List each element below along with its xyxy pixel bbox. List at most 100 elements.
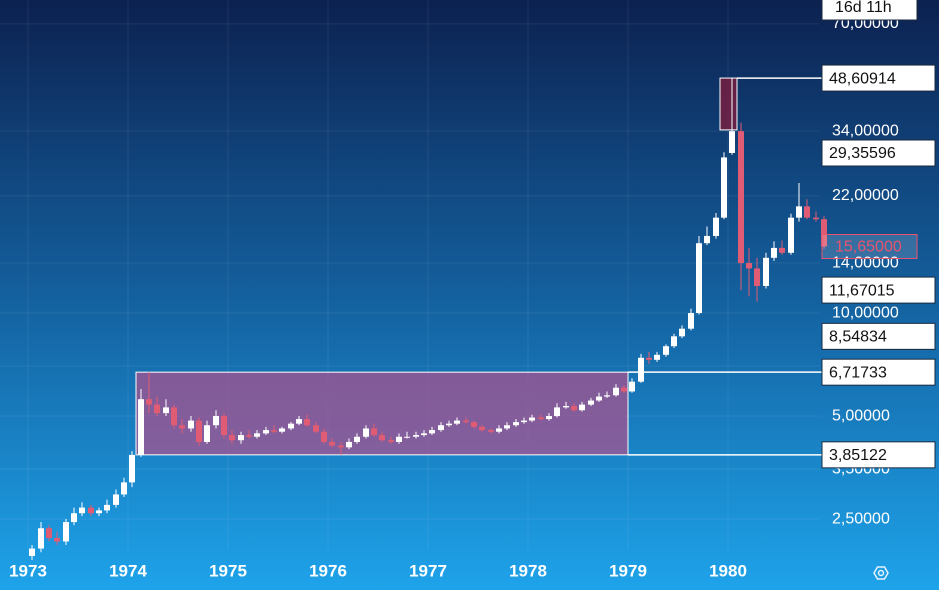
price-label-box: [821, 322, 936, 350]
candle-body: [96, 510, 102, 514]
candle-body: [696, 243, 702, 314]
candle-body: [579, 404, 585, 411]
y-tick-label: 5,00000: [832, 407, 890, 424]
candle-body: [163, 407, 169, 414]
candle-body: [629, 381, 635, 392]
candle-body: [529, 417, 535, 421]
price-label-box: [821, 139, 936, 167]
candle-body: [304, 419, 310, 426]
candle-body: [746, 263, 752, 269]
candle-body: [779, 247, 785, 253]
candle-body: [563, 405, 569, 408]
countdown-box: [821, 0, 918, 21]
candle-body: [271, 430, 277, 432]
candle-body: [254, 433, 260, 437]
price-label-box: [821, 276, 936, 304]
candle-body: [413, 435, 419, 437]
candle-body: [638, 357, 644, 382]
candle-body: [213, 416, 219, 426]
candle-body: [238, 435, 244, 441]
candle-body: [571, 405, 577, 411]
candle-body: [371, 428, 377, 436]
x-tick-label: 1975: [209, 561, 247, 580]
candle-body: [188, 420, 194, 429]
candle-body: [421, 433, 427, 436]
candle-body: [788, 217, 794, 253]
candle-body: [129, 454, 135, 483]
candle-body: [38, 528, 44, 549]
candle-body: [704, 235, 710, 244]
candle-body: [79, 507, 85, 514]
current-price-label: 15,65000: [835, 239, 902, 256]
candle-body: [454, 420, 460, 424]
candle-body: [179, 425, 185, 429]
candle-body: [713, 217, 719, 236]
candle-body: [596, 396, 602, 401]
candle-body: [46, 528, 52, 539]
candle-body: [446, 423, 452, 426]
price-label-box: [821, 64, 936, 92]
x-tick-label: 1980: [709, 561, 747, 580]
candle-body: [513, 422, 519, 426]
candle-body: [471, 422, 477, 427]
candle-body: [729, 131, 735, 153]
candle-body: [763, 257, 769, 286]
settings-icon[interactable]: [873, 566, 889, 580]
candle-body: [138, 399, 144, 455]
candle-body: [438, 425, 444, 431]
candle-body: [429, 430, 435, 434]
candle-body: [688, 313, 694, 329]
candle-body: [196, 420, 202, 442]
price-labels: 48,60914 29,35596 11,67015 8,54834 6,71733 3,…: [628, 0, 936, 469]
candle-body: [504, 425, 510, 429]
price-label: 3,85122: [829, 447, 887, 464]
candle-body: [379, 435, 385, 441]
candle-body: [721, 157, 727, 218]
candle-body: [554, 407, 560, 417]
candle-body: [229, 435, 235, 441]
y-tick-label: 34,00000: [832, 122, 899, 139]
candle-body: [354, 436, 360, 442]
candle-body: [796, 206, 802, 218]
candle-body: [821, 219, 827, 247]
candle-body: [338, 445, 344, 448]
candle-body: [521, 420, 527, 423]
countdown: 16d 11h: [835, 0, 892, 16]
candle-body: [71, 513, 77, 523]
y-tick-label: 2,50000: [832, 510, 890, 527]
x-tick-label: 1976: [309, 561, 347, 580]
price-label-box: [821, 441, 936, 469]
candle-body: [804, 206, 810, 218]
candle-body: [313, 425, 319, 432]
candle-body: [546, 416, 552, 420]
candle-body: [329, 441, 335, 446]
x-tick-label: 1978: [509, 561, 547, 580]
x-tick-label: 1973: [9, 561, 47, 580]
candle-body: [679, 328, 685, 337]
candle-body: [671, 336, 677, 347]
candle-body: [496, 428, 502, 432]
candle-body: [479, 426, 485, 431]
candle-body: [604, 395, 610, 397]
candle-body: [538, 417, 544, 420]
candle-body: [204, 425, 210, 442]
candle-body: [29, 548, 35, 556]
candle-body: [754, 268, 760, 286]
candle-body: [296, 419, 302, 424]
candle-body: [396, 436, 402, 442]
candle-body: [388, 440, 394, 442]
candle-body: [263, 430, 269, 434]
candle-body: [279, 428, 285, 432]
candle-body: [404, 436, 410, 438]
candle-body: [288, 423, 294, 429]
candle-body: [246, 435, 252, 437]
price-label: 8,54834: [829, 329, 887, 346]
candle-body: [463, 420, 469, 423]
candle-body: [488, 430, 494, 432]
candle-body: [346, 441, 352, 448]
candle-body: [221, 416, 227, 436]
candles: [29, 78, 827, 560]
